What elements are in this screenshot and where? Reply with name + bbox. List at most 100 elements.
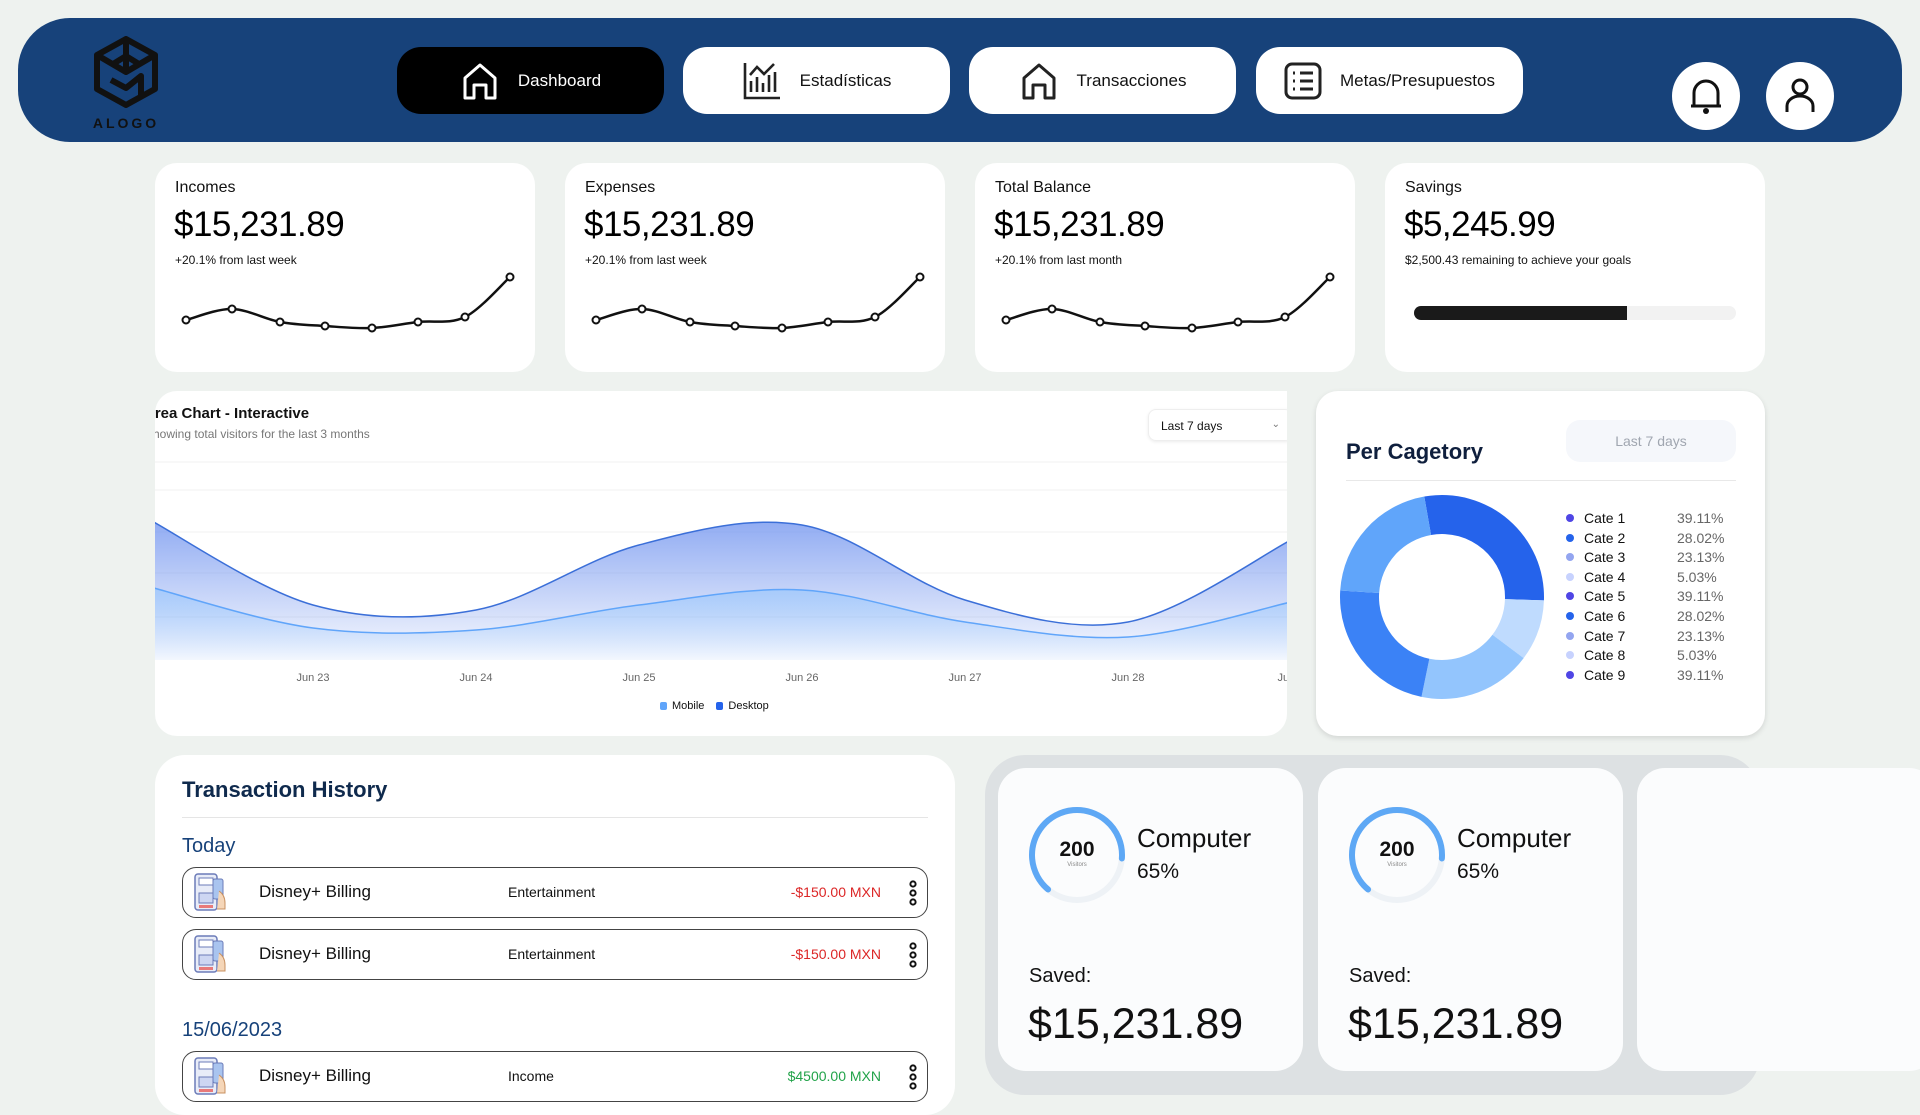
sparkline-point [1047,304,1057,314]
nav-metas-presupuestos[interactable]: Metas/Presupuestos [1256,47,1523,114]
chart-icon [743,62,780,99]
payment-terminal-icon [194,1057,226,1095]
sparkline-point [227,304,237,314]
balance-sparkline [1001,272,1335,333]
transaction-row[interactable]: Disney+ Billing Entertainment -$150.00 MXN [182,929,928,980]
nav-transacciones[interactable]: Transacciones [969,47,1236,114]
kpi-value: $5,245.99 [1404,205,1556,244]
x-tick-label: Jun 23 [296,672,329,684]
line-desktop [155,521,1287,626]
divider [182,817,928,818]
x-tick-label: Jun 26 [785,672,818,684]
sparkline-line [185,276,511,330]
gauge-progress [1349,807,1445,903]
kpi-value: $15,231.89 [994,205,1165,244]
sparkline-point [1325,272,1335,282]
category-range-select[interactable]: Last 7 days [1566,420,1736,462]
legend-name: Cate 3 [1584,549,1626,566]
legend-value: 5.03% [1677,647,1717,664]
area-chart-card: Area Chart - Interactive Showing total v… [155,391,1287,736]
kpi-value: $15,231.89 [174,205,345,244]
more-options-icon[interactable] [909,942,917,973]
sparkline-point [685,317,695,327]
nav-estadisticas[interactable]: Estadísticas [683,47,950,114]
area-mobile [155,588,1287,660]
legend-name: Cate 6 [1584,608,1626,624]
saved-label: Saved: [1029,965,1092,987]
legend-value: 39.11% [1677,666,1724,683]
x-tick-label: Jun 25 [622,672,655,684]
more-options-icon[interactable] [909,880,917,911]
legend-item: Cate 6 28.02% [1566,606,1724,626]
legend-item: Cate 2 28.02% [1566,528,1724,548]
sparkline-point [460,312,470,322]
legend-value: 23.13% [1677,549,1725,566]
notifications-button[interactable] [1672,62,1740,130]
legend-item: Cate 5 39.11% [1566,586,1723,606]
home-icon [463,63,497,99]
kpi-change: +20.1% from last month [995,253,1123,267]
nav-dashboard[interactable]: Dashboard [397,47,664,114]
goal-name: Computer [1137,823,1252,853]
category-donut-chart [1340,495,1544,699]
legend-item: Cate 8 5.03% [1566,645,1717,665]
goal-name: Computer [1457,823,1572,853]
legend-dot [1566,514,1574,522]
legend-desktop: Desktop [716,700,769,712]
legend-name: Cate 1 [1584,510,1626,526]
sparkline-point [730,321,740,331]
legend-value: 39.11% [1677,510,1724,526]
range-select[interactable]: Last 7 days ⌄ [1148,409,1287,441]
kpi-change: +20.1% from last week [585,253,707,267]
chart-subtitle: Showing total visitors for the last 3 mo… [155,427,370,441]
app-logo[interactable]: ALOGO [86,36,166,136]
sparkline-point [1187,323,1197,333]
savings-progress-bar [1414,306,1736,320]
sparkline-point [870,312,880,322]
transaction-name: Disney+ Billing [259,1066,371,1085]
top-navigation-bar: ALOGO Dashboard Estadísticas Transaccion… [18,18,1902,142]
home-icon [1022,63,1056,99]
donut-slice[interactable] [1421,634,1524,699]
sparkline-point [1095,317,1105,327]
transaction-amount: -$150.00 MXN [790,946,881,962]
savings-card: Savings $5,245.99 $2,500.43 remaining to… [1385,163,1765,372]
legend-item: Cate 9 39.11% [1566,665,1723,685]
legend-label: Mobile [672,700,705,712]
legend-item: Cate 7 23.13% [1566,626,1724,646]
expenses-sparkline [591,272,925,333]
per-category-card: Per Cagetory Last 7 days Cate 1 39.11% Cat… [1316,391,1765,736]
user-icon [1785,78,1815,112]
nav-label: Metas/Presupuestos [1340,70,1495,90]
transaction-row[interactable]: Disney+ Billing Entertainment -$150.00 MXN [182,867,928,918]
legend-dot [1566,592,1574,601]
category-title: Per Cagetory [1346,439,1483,464]
logo-text: ALOGO [92,115,160,131]
sparkline-point [777,323,787,333]
nav-label: Transacciones [1076,70,1187,90]
area-desktop [155,522,1287,660]
sparkline-point [320,321,330,331]
profile-button[interactable] [1766,62,1834,130]
donut-slice[interactable] [1340,496,1432,593]
legend-name: Cate 2 [1584,529,1626,546]
transaction-category: Income [508,1068,554,1084]
transaction-row[interactable]: Disney+ Billing Income $4500.00 MXN [182,1051,928,1102]
range-select-value: Last 7 days [1161,419,1223,433]
gauge-progress [1029,807,1125,903]
kpi-change: +20.1% from last week [175,253,297,267]
goal-percent: 65% [1137,860,1180,883]
donut-slice[interactable] [1492,599,1544,659]
chevron-down-icon: ⌄ [1271,419,1280,430]
transaction-name: Disney+ Billing [259,944,371,963]
kpi-change: $2,500.43 remaining to achieve your goal… [1405,253,1632,267]
sparkline-point [1001,315,1011,325]
chart-title: Area Chart - Interactive [155,405,310,422]
legend-value: 28.02% [1677,529,1725,546]
legend-name: Cate 9 [1584,666,1626,683]
sparkline-point [591,315,601,325]
saved-label: Saved: [1349,965,1412,987]
donut-slice[interactable] [1340,590,1430,697]
sparkline-point [823,317,833,327]
donut-slice[interactable] [1424,495,1544,601]
